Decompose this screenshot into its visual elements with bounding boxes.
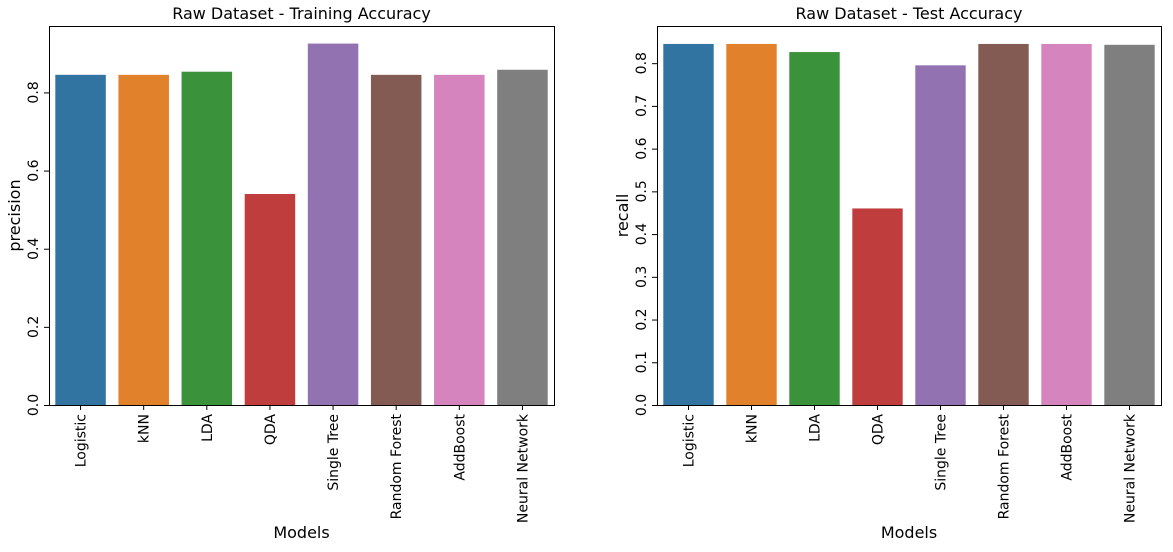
x-axis-ticks: Logistic kNN LDA QDA Single Tree Random Fores… bbox=[74, 405, 531, 523]
bar-random-forest bbox=[978, 43, 1029, 405]
x-tick-label: LDA bbox=[200, 414, 216, 442]
chart-title: Raw Dataset - Training Accuracy bbox=[172, 4, 431, 23]
x-tick-label: Logistic bbox=[682, 414, 698, 467]
bars bbox=[663, 43, 1155, 406]
y-axis-ticks: 0.0 0.2 0.4 0.6 0.8 bbox=[26, 81, 49, 416]
bars bbox=[55, 43, 548, 406]
y-tick-label: 0.2 bbox=[634, 308, 650, 330]
x-tick-label: Single Tree bbox=[326, 414, 342, 491]
bar-addboost bbox=[1041, 43, 1092, 405]
x-tick-label: AddBoost bbox=[1060, 413, 1076, 480]
y-axis-label: recall bbox=[613, 194, 632, 238]
x-tick-label: kNN bbox=[137, 414, 153, 443]
y-axis-ticks: 0.0 0.1 0.2 0.3 0.4 0.5 0.6 0.7 0.8 bbox=[634, 52, 657, 416]
x-axis-ticks: Logistic kNN LDA QDA Single Tree Random Fores… bbox=[682, 405, 1139, 523]
x-tick-label: Single Tree bbox=[934, 414, 950, 491]
y-tick-label: 0.1 bbox=[634, 351, 650, 373]
x-tick-label: Logistic bbox=[74, 414, 90, 467]
x-axis-label: Models bbox=[273, 523, 329, 542]
x-tick-label: kNN bbox=[745, 414, 761, 443]
x-tick-label: Random Forest bbox=[997, 414, 1013, 520]
bar-neural-network bbox=[497, 69, 548, 405]
y-tick-label: 0.8 bbox=[634, 52, 650, 74]
y-tick-label: 0.5 bbox=[634, 180, 650, 202]
bar-random-forest bbox=[370, 74, 422, 405]
chart-title: Raw Dataset - Test Accuracy bbox=[796, 4, 1023, 23]
y-tick-label: 0.7 bbox=[634, 95, 650, 117]
bar-single-tree bbox=[307, 43, 359, 405]
y-tick-label: 0.3 bbox=[634, 266, 650, 288]
plot-frame bbox=[657, 26, 1162, 406]
y-tick-label: 0.6 bbox=[26, 159, 42, 181]
bar-knn bbox=[118, 74, 169, 405]
chart-training-accuracy: Raw Dataset - Training Accuracy Models p… bbox=[5, 4, 555, 542]
bar-qda bbox=[852, 208, 903, 405]
x-tick-label: Neural Network bbox=[1123, 413, 1139, 523]
y-tick-label: 0.0 bbox=[634, 394, 650, 416]
bar-addboost bbox=[434, 74, 485, 405]
bar-neural-network bbox=[1104, 44, 1155, 406]
y-tick-label: 0.6 bbox=[634, 137, 650, 159]
bar-logistic bbox=[663, 43, 714, 405]
bar-knn bbox=[726, 43, 777, 405]
x-tick-label: QDA bbox=[263, 414, 279, 446]
y-tick-label: 0.4 bbox=[634, 223, 650, 245]
bar-logistic bbox=[55, 74, 106, 405]
y-tick-label: 0.2 bbox=[26, 316, 42, 338]
bar-qda bbox=[244, 194, 296, 405]
bar-single-tree bbox=[915, 65, 966, 405]
x-tick-label: Neural Network bbox=[515, 413, 531, 523]
bar-lda bbox=[789, 52, 840, 406]
x-tick-label: AddBoost bbox=[452, 413, 468, 480]
plot-frame bbox=[49, 26, 555, 406]
chart-test-accuracy: Raw Dataset - Test Accuracy Models recal… bbox=[613, 4, 1162, 542]
y-tick-label: 0.8 bbox=[26, 81, 42, 103]
x-axis-label: Models bbox=[881, 523, 937, 542]
y-tick-label: 0.4 bbox=[26, 237, 42, 259]
x-tick-label: LDA bbox=[808, 414, 824, 442]
bar-lda bbox=[181, 71, 233, 406]
y-tick-label: 0.0 bbox=[26, 394, 42, 416]
y-axis-label: precision bbox=[5, 179, 24, 251]
x-tick-label: Random Forest bbox=[389, 414, 405, 520]
x-tick-label: QDA bbox=[871, 414, 887, 446]
